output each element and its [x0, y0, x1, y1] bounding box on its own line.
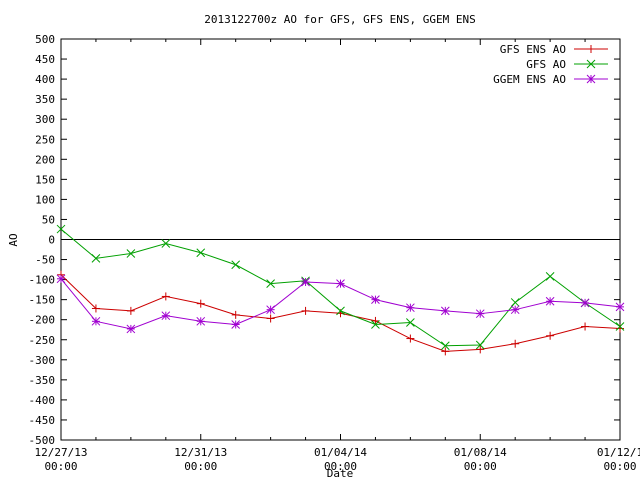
series-2-point [56, 224, 66, 234]
y-tick-label: 500 [35, 33, 55, 46]
series-2-point [615, 322, 625, 331]
y-tick-label: -350 [29, 374, 56, 387]
y-tick-label: 300 [35, 113, 55, 126]
series-3-point [475, 309, 485, 319]
series-1 [57, 270, 624, 356]
series-3-point [336, 279, 345, 288]
y-tick-label: 50 [42, 213, 55, 226]
series-2-point [510, 298, 520, 307]
series-1-point [616, 324, 624, 333]
y-tick-label: -50 [35, 254, 55, 267]
y-tick-label: -450 [29, 414, 56, 427]
y-tick-label: -400 [29, 394, 56, 407]
series-3-point [196, 316, 206, 326]
series-1-point [371, 316, 380, 325]
series-3-point [126, 324, 136, 334]
series-3-point [580, 298, 590, 308]
x-tick-label: 12/27/13 [35, 446, 88, 459]
x-tick-label: 00:00 [324, 460, 357, 473]
x-tick-label: 01/12/1 [597, 446, 640, 459]
series-2-point [91, 253, 101, 263]
legend-label: GFS ENS AO [500, 43, 566, 56]
series-1-point [266, 314, 275, 323]
y-tick-label: 0 [48, 234, 55, 247]
series-3-point [371, 295, 380, 305]
series-3-point [56, 274, 66, 284]
series-3-point [510, 305, 520, 315]
legend-label: GGEM ENS AO [493, 73, 566, 86]
series-2-point [371, 320, 380, 329]
x-tick-label: 12/31/13 [174, 446, 227, 459]
series-3-point [161, 311, 171, 321]
legend: GFS ENS AO GFS AO GGEM ENS AO [493, 43, 608, 86]
series-3-point [545, 296, 555, 306]
y-tick-label: 350 [35, 93, 55, 106]
y-tick-label: -500 [29, 434, 56, 447]
series-2-point [196, 248, 206, 258]
legend-marker [586, 74, 596, 84]
x-axis-label: Date [327, 467, 354, 480]
x-tick-label: 00:00 [184, 460, 217, 473]
x-tick-label: 00:00 [464, 460, 497, 473]
chart-title: 2013122700z AO for GFS, GFS ENS, GGEM EN… [204, 13, 476, 26]
series-2-point [231, 260, 241, 270]
y-tick-label: 200 [35, 153, 55, 166]
series-1-point [441, 347, 450, 356]
series-1-point [126, 306, 135, 315]
y-tick-label: 100 [35, 193, 55, 206]
x-tick-label: 00:00 [44, 460, 77, 473]
y-tick-label: -100 [29, 274, 56, 287]
y-tick-label: -200 [29, 314, 56, 327]
series-2-point [475, 340, 485, 350]
series-1-point [511, 339, 520, 348]
series-3 [56, 274, 625, 334]
series-1-point [581, 322, 590, 331]
series-2-point [545, 272, 555, 281]
x-tick-label: 01/08/14 [454, 446, 507, 459]
series-1-point [196, 299, 205, 308]
y-tick-label: 400 [35, 73, 55, 86]
series-3-point [440, 306, 450, 316]
series-2-point [126, 249, 136, 258]
series-2-point [161, 239, 171, 248]
legend-label: GFS AO [526, 58, 566, 71]
series-3-point [91, 316, 101, 326]
series-1-point [161, 292, 170, 301]
series-1-point [476, 345, 485, 354]
series-3-point [615, 302, 625, 312]
series-3-point [266, 305, 275, 315]
x-tick-label: 00:00 [603, 460, 636, 473]
y-tick-label: 450 [35, 53, 55, 66]
series-2-point [406, 318, 415, 327]
series-3-point [301, 277, 310, 287]
y-tick-label: 150 [35, 173, 55, 186]
series-2-point [266, 279, 275, 288]
legend-marker [586, 59, 596, 69]
series-1-point [546, 331, 555, 340]
series-1-point [231, 310, 240, 319]
series-3-point [231, 320, 241, 329]
series-2-point [440, 341, 450, 351]
series-2-point [336, 306, 345, 316]
y-tick-label: 250 [35, 133, 55, 146]
series-3-point [406, 303, 415, 313]
x-tick-label: 01/04/14 [314, 446, 367, 459]
series-1-point [91, 304, 100, 313]
series-1-point [406, 334, 415, 343]
y-tick-label: -250 [29, 334, 56, 347]
y-axis-label: AO [7, 233, 20, 246]
legend-marker [587, 45, 595, 53]
y-tick-label: -150 [29, 294, 56, 307]
series-1-point [301, 306, 310, 315]
y-tick-label: -300 [29, 354, 56, 367]
